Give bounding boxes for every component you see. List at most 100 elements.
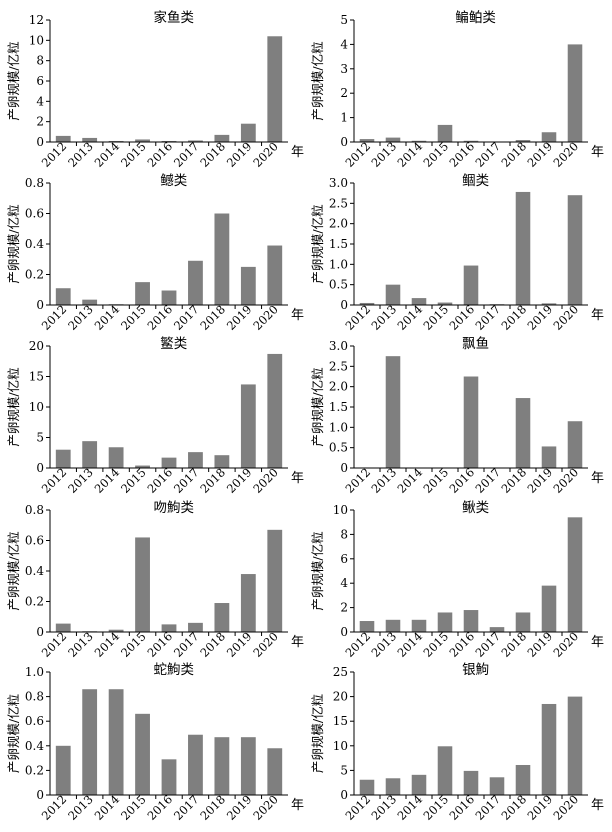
x-tick-label: 2019 [224, 302, 255, 333]
x-tick-label: 2014 [395, 792, 426, 823]
x-tick-label: 2019 [224, 792, 255, 823]
y-axis-label: 产卵规模/亿粒 [310, 367, 325, 446]
bar-2020 [568, 195, 583, 305]
y-tick-label: 3.0 [329, 339, 348, 353]
x-axis-unit: 年 [591, 308, 604, 323]
y-tick-label: 0.2 [25, 595, 44, 609]
y-tick-label: 8 [36, 54, 44, 68]
chart-title: 鳡类 [160, 173, 187, 189]
x-tick-label: 2017 [473, 302, 504, 333]
x-tick-label: 2018 [197, 629, 228, 660]
y-axis-label: 产卵规模/亿粒 [6, 367, 21, 446]
x-tick-label: 2015 [118, 629, 149, 660]
bar-2018 [516, 612, 531, 632]
x-tick-label: 2017 [473, 792, 504, 823]
bar-2015 [438, 746, 453, 795]
x-tick-label: 2015 [421, 302, 452, 333]
bar-2017 [188, 261, 203, 305]
bar-2015 [438, 612, 453, 632]
bar-2015 [135, 537, 150, 632]
x-tick-label: 2016 [145, 465, 176, 496]
y-tick-label: 3 [340, 62, 348, 76]
bar-2015 [135, 282, 150, 305]
x-tick-label: 2017 [171, 629, 202, 660]
x-tick-label: 2013 [65, 792, 96, 823]
x-tick-label: 2020 [551, 139, 582, 170]
y-tick-label: 1.0 [329, 420, 348, 434]
y-tick-label: 2 [340, 601, 348, 615]
x-tick-label: 2019 [224, 139, 255, 170]
bar-2019 [241, 737, 256, 795]
x-tick-label: 2018 [197, 139, 228, 170]
chart-title: 鲴类 [462, 173, 489, 189]
bar-2018 [516, 192, 531, 305]
bar-2018 [214, 603, 229, 632]
x-tick-label: 2019 [525, 465, 556, 496]
x-tick-label: 2015 [118, 465, 149, 496]
x-tick-label: 2014 [395, 139, 426, 170]
chart-title: 蛇鮈类 [154, 662, 195, 678]
x-tick-label: 2013 [369, 629, 400, 660]
y-tick-label: 0.6 [25, 534, 44, 548]
x-tick-label: 2019 [525, 302, 556, 333]
x-tick-label: 2017 [171, 465, 202, 496]
y-tick-label: 12 [29, 13, 44, 27]
y-axis-label: 产卵规模/亿粒 [6, 694, 21, 773]
x-axis-unit: 年 [591, 635, 604, 650]
x-tick-label: 2013 [65, 139, 96, 170]
x-axis-unit: 年 [591, 471, 604, 486]
bar-2016 [464, 266, 479, 305]
y-axis-label: 产卵规模/亿粒 [310, 531, 325, 610]
y-tick-label: 1.0 [25, 665, 44, 679]
x-tick-label: 2016 [447, 465, 478, 496]
y-tick-label: 0.4 [25, 564, 44, 578]
y-tick-label: 4 [340, 576, 348, 590]
x-axis-unit: 年 [591, 145, 604, 160]
bar-2014 [412, 775, 427, 795]
x-tick-label: 2014 [92, 139, 123, 170]
x-tick-label: 2015 [421, 792, 452, 823]
bar-2020 [568, 44, 583, 142]
y-tick-label: 15 [29, 370, 44, 384]
bar-2020 [267, 530, 282, 632]
bar-2020 [267, 246, 282, 305]
chart-panel-7: 0246810201220132014201520162017201820192… [310, 500, 604, 660]
bar-2013 [386, 285, 401, 305]
y-tick-label: 20 [333, 690, 348, 704]
y-tick-label: 6 [340, 552, 348, 566]
x-tick-label: 2014 [395, 302, 426, 333]
x-tick-label: 2017 [473, 139, 504, 170]
y-tick-label: 0.6 [25, 207, 44, 221]
y-tick-label: 25 [333, 665, 348, 679]
y-tick-label: 2 [340, 86, 348, 100]
x-tick-label: 2020 [551, 465, 582, 496]
y-tick-label: 1.5 [329, 237, 348, 251]
x-tick-label: 2018 [499, 139, 530, 170]
y-tick-label: 0.5 [329, 441, 348, 455]
x-tick-label: 2018 [197, 302, 228, 333]
x-tick-label: 2016 [447, 139, 478, 170]
x-tick-label: 2016 [145, 139, 176, 170]
x-tick-label: 2020 [250, 302, 281, 333]
y-tick-label: 10 [333, 739, 348, 753]
chart-panel-6: 00.20.40.60.8201220132014201520162017201… [6, 500, 304, 660]
x-tick-label: 2018 [197, 465, 228, 496]
x-axis-unit: 年 [291, 471, 304, 486]
y-tick-label: 15 [333, 714, 348, 728]
x-tick-label: 2020 [551, 792, 582, 823]
x-tick-label: 2013 [65, 629, 96, 660]
x-tick-label: 2013 [369, 302, 400, 333]
bar-2018 [214, 737, 229, 795]
bar-2013 [386, 356, 401, 468]
x-tick-label: 2016 [447, 302, 478, 333]
bar-2019 [241, 384, 256, 468]
y-tick-label: 0 [340, 135, 348, 149]
x-tick-label: 2016 [447, 792, 478, 823]
x-tick-label: 2019 [224, 629, 255, 660]
bar-2017 [188, 735, 203, 795]
y-tick-label: 5 [340, 763, 348, 777]
x-tick-label: 2016 [145, 792, 176, 823]
bar-2016 [162, 759, 177, 795]
y-tick-label: 2.0 [329, 380, 348, 394]
